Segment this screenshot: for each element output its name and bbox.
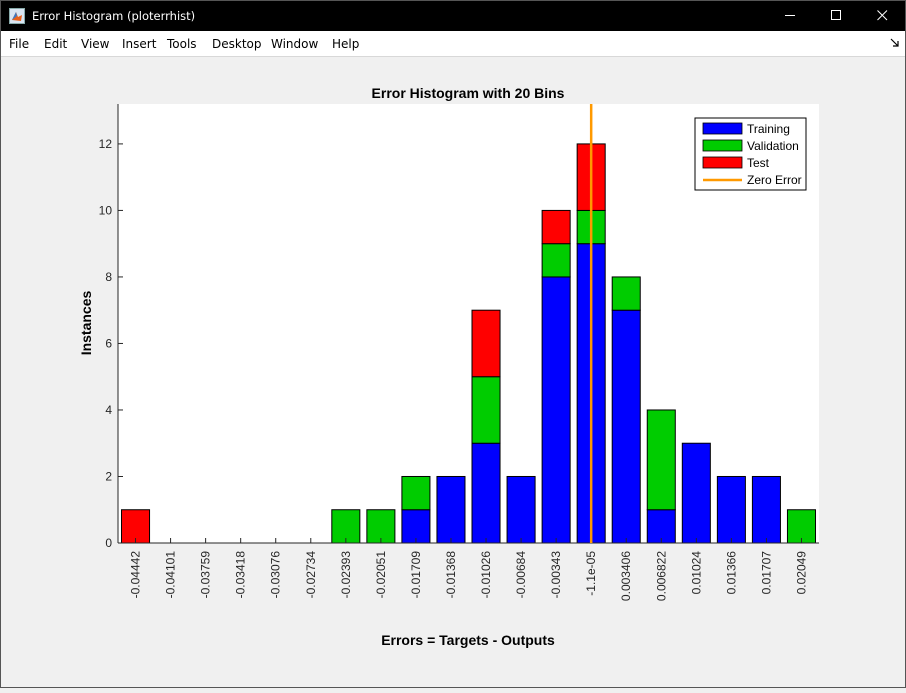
- bar-validation-12: [541, 243, 571, 278]
- x-tick-label-9: -0.01368: [444, 551, 458, 599]
- window-title: Error Histogram (ploterrhist): [32, 9, 196, 23]
- x-tick-label-13: -1.1e-05: [584, 551, 598, 596]
- bar-training-18: [751, 475, 781, 544]
- bars-layer: [121, 143, 816, 544]
- x-tick-label-7: -0.02051: [374, 551, 388, 599]
- figure-area: Error Histogram with 20 Bins Errors = Ta…: [0, 57, 906, 688]
- close-button[interactable]: [859, 0, 905, 31]
- x-tick-label-10: -0.01026: [479, 551, 493, 599]
- bar-test-12: [541, 209, 571, 245]
- x-axis: -0.04442 -0.04101 -0.03759 -0.03418 -0.03076…: [118, 538, 819, 601]
- menu-window[interactable]: Window: [271, 37, 319, 51]
- x-tick-label-6: -0.02393: [339, 551, 353, 599]
- maximize-button[interactable]: [813, 0, 859, 31]
- bar-validation-15: [646, 409, 676, 511]
- menu-view[interactable]: View: [81, 37, 110, 51]
- minimize-button[interactable]: [767, 0, 813, 31]
- y-tick-label-4: 4: [105, 403, 112, 417]
- menu-help[interactable]: Help: [332, 37, 360, 51]
- x-tick-label-2: -0.03759: [199, 551, 213, 599]
- menu-insert[interactable]: Insert: [122, 37, 157, 51]
- y-axis: 0 2 4 6 8 10 12: [99, 104, 123, 550]
- legend-swatch-test: [702, 156, 743, 169]
- bar-validation-6: [331, 509, 361, 544]
- y-tick-label-0: 0: [105, 536, 112, 550]
- bar-validation-14: [611, 276, 641, 311]
- legend-swatch-training: [702, 122, 743, 135]
- y-tick-label-8: 8: [105, 270, 112, 284]
- menu-file[interactable]: File: [9, 37, 30, 51]
- bar-test-10: [471, 309, 501, 378]
- menu-tools[interactable]: Tools: [167, 37, 197, 51]
- menu-desktop[interactable]: Desktop: [212, 37, 262, 51]
- bar-validation-10: [471, 376, 501, 444]
- x-tick-label-0: -0.04442: [129, 551, 143, 599]
- legend[interactable]: Training Validation Test Zero Error: [694, 117, 807, 191]
- x-tick-label-12: -0.00343: [549, 551, 563, 599]
- x-tick-label-16: 0.01024: [689, 551, 703, 595]
- chart-title: Error Histogram with 20 Bins: [372, 85, 565, 101]
- bar-validation-8: [401, 475, 431, 511]
- bar-training-17: [716, 475, 746, 544]
- legend-label-zero-error: Zero Error: [747, 173, 802, 187]
- legend-swatch-validation: [702, 139, 743, 152]
- bar-validation-7: [366, 509, 396, 544]
- legend-label-test: Test: [747, 156, 770, 170]
- x-tick-label-19: 0.02049: [794, 551, 808, 595]
- legend-label-validation: Validation: [747, 139, 799, 153]
- close-icon: [877, 10, 888, 21]
- x-tick-label-14: 0.003406: [619, 551, 633, 601]
- x-tick-label-4: -0.03076: [269, 551, 283, 599]
- y-tick-label-2: 2: [105, 469, 112, 483]
- x-tick-label-5: -0.02734: [304, 551, 318, 599]
- legend-label-training: Training: [747, 122, 790, 136]
- bar-training-9: [436, 475, 466, 544]
- x-axis-label: Errors = Targets - Outputs: [381, 632, 555, 648]
- y-tick-label-10: 10: [99, 203, 113, 217]
- x-tick-label-15: 0.006822: [654, 551, 668, 601]
- bar-training-14: [611, 309, 641, 544]
- x-tick-label-11: -0.00684: [514, 551, 528, 599]
- x-tick-label-18: 0.01707: [759, 551, 773, 595]
- bar-training-12: [541, 276, 571, 544]
- bar-training-11: [506, 475, 536, 544]
- menu-edit[interactable]: Edit: [44, 37, 68, 51]
- matlab-figure-icon: [9, 8, 25, 24]
- minimize-icon: [785, 15, 795, 16]
- maximize-icon: [831, 10, 841, 20]
- x-tick-label-3: -0.03418: [234, 551, 248, 599]
- x-tick-label-1: -0.04101: [164, 551, 178, 599]
- bar-training-16: [681, 442, 711, 544]
- x-tick-label-8: -0.01709: [409, 551, 423, 599]
- error-histogram-chart: Error Histogram with 20 Bins Errors = Ta…: [78, 85, 819, 648]
- menu-bar: File Edit View Insert Tools Desktop Wind…: [0, 31, 906, 57]
- bar-training-10: [471, 442, 501, 544]
- x-tick-label-17: 0.01366: [724, 551, 738, 595]
- title-bar: Error Histogram (ploterrhist): [0, 0, 906, 31]
- y-axis-label: Instances: [78, 290, 94, 355]
- dock-arrow-icon[interactable]: [890, 38, 900, 48]
- y-tick-label-12: 12: [99, 137, 113, 151]
- y-tick-label-6: 6: [105, 336, 112, 350]
